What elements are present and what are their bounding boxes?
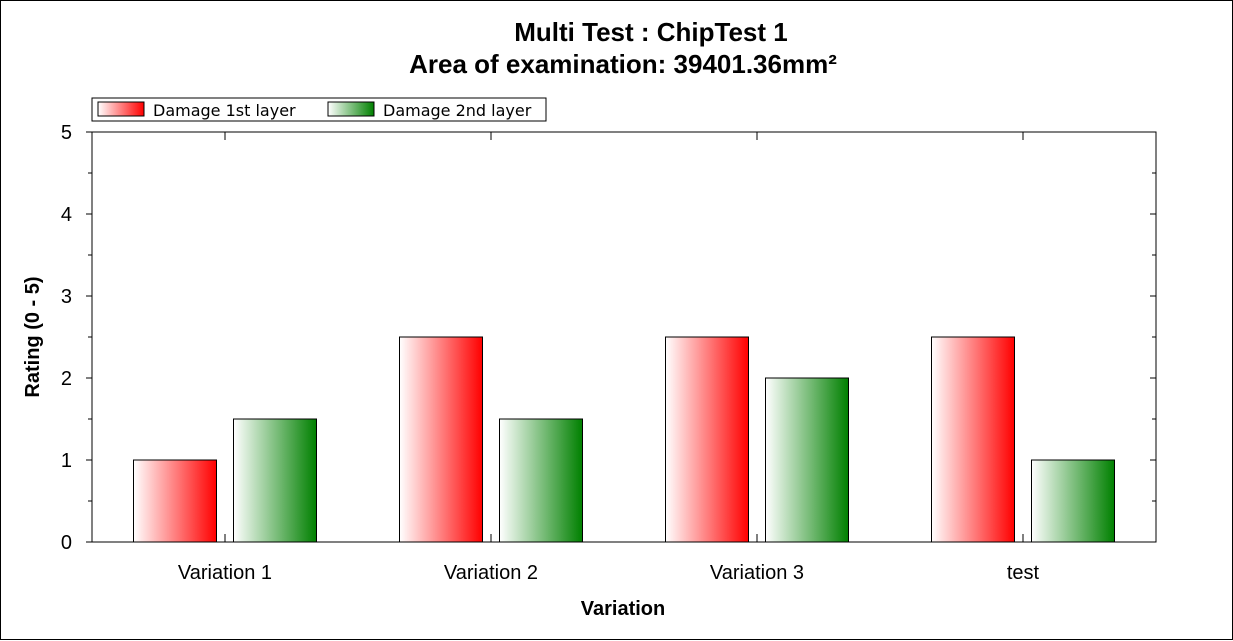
x-axis-label: Variation xyxy=(581,598,665,620)
legend-label-series-1: Damage 1st layer xyxy=(153,101,296,120)
y-tick-label: 3 xyxy=(61,286,72,308)
y-axis: 0 1 2 3 4 5 xyxy=(61,122,1156,554)
x-axis: Variation 1 Variation 2 Variation 3 test xyxy=(178,132,1040,584)
bar-series-1 xyxy=(133,459,217,543)
bar-series-2 xyxy=(233,418,317,543)
x-tick-label: Variation 1 xyxy=(178,562,272,584)
bar-series-1 xyxy=(399,336,483,543)
legend: Damage 1st layer Damage 2nd layer xyxy=(91,97,547,122)
y-axis-label: Rating (0 - 5) xyxy=(22,276,44,397)
y-tick-label: 5 xyxy=(61,122,72,144)
chart-title: Multi Test : ChipTest 1 xyxy=(514,17,787,47)
bar-series-2 xyxy=(765,377,849,543)
bar-series-2 xyxy=(499,418,583,543)
legend-box xyxy=(91,97,547,122)
y-tick-label: 0 xyxy=(61,532,72,554)
y-tick-label: 1 xyxy=(61,450,72,472)
bar-series-1 xyxy=(931,336,1015,543)
x-tick-label: test xyxy=(1007,562,1040,584)
legend-swatch-series-1 xyxy=(97,101,145,117)
x-tick-label: Variation 2 xyxy=(444,562,538,584)
chart-subtitle: Area of examination: 39401.36mm² xyxy=(409,49,837,79)
bars xyxy=(133,336,1115,543)
y-tick-label: 2 xyxy=(61,368,72,390)
legend-label-series-2: Damage 2nd layer xyxy=(383,101,532,120)
y-tick-label: 4 xyxy=(61,204,72,226)
x-tick-label: Variation 3 xyxy=(710,562,804,584)
bar-series-2 xyxy=(1031,459,1115,543)
bar-series-1 xyxy=(665,336,749,543)
legend-swatch-series-2 xyxy=(327,101,375,117)
